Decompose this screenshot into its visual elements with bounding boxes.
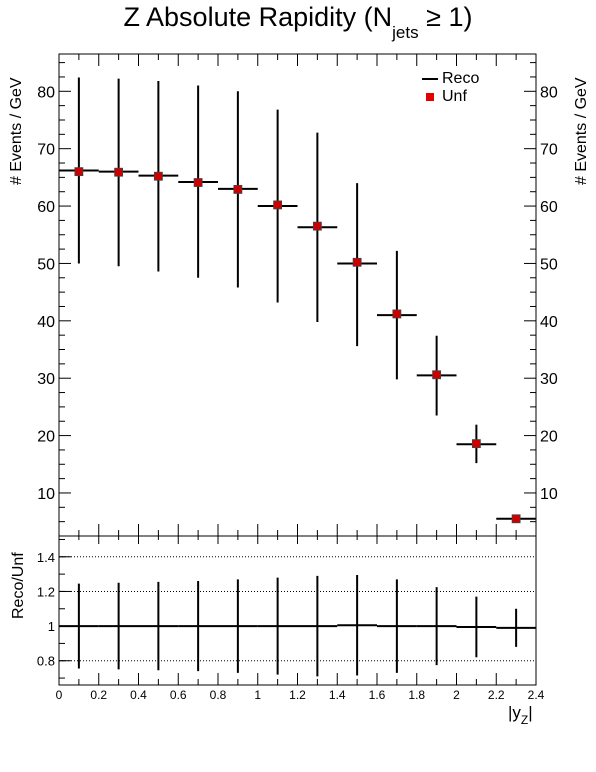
x-axis-label-tail: |	[528, 703, 533, 722]
ratio-ytick-label-1: 1	[48, 619, 55, 634]
main-ytick-label-right-3: 40	[540, 314, 558, 331]
main-ytick-label-right-2: 30	[540, 371, 558, 388]
main-ytick-label-right-1: 20	[540, 429, 558, 446]
ratio-xtick-label-7: 1.4	[329, 688, 346, 702]
title-main: Z Absolute Rapidity (N	[123, 2, 393, 32]
legend-entry-unf: Unf	[418, 88, 479, 106]
title-tail: ≥ 1)	[418, 2, 473, 32]
unf-marker-2	[153, 171, 163, 181]
x-axis-label-subscript: Z	[520, 713, 529, 727]
legend-reco-line-icon	[422, 78, 438, 80]
ratio-xtick-label-12: 2.4	[528, 688, 545, 702]
ratio-plot-frame	[58, 535, 537, 686]
main-ytick-label-left-0: 10	[37, 486, 55, 503]
unf-marker-5	[273, 200, 283, 210]
ratio-xtick-label-4: 0.8	[210, 688, 227, 702]
legend-reco-label: Reco	[442, 70, 480, 87]
legend-unf-label: Unf	[442, 88, 467, 105]
unf-marker-10	[471, 439, 481, 449]
unf-marker-1	[114, 167, 124, 177]
ratio-xtick-label-3: 0.6	[170, 688, 187, 702]
main-ytick-label-right-7: 80	[540, 84, 558, 101]
x-axis-label-main: |y	[508, 703, 521, 722]
ratio-xtick-label-0: 0	[56, 688, 63, 702]
main-ytick-label-left-3: 40	[37, 314, 55, 331]
main-ytick-label-left-2: 30	[37, 371, 55, 388]
main-ytick-label-right-0: 10	[540, 486, 558, 503]
main-ytick-label-left-5: 60	[37, 199, 55, 216]
main-plot-frame	[58, 53, 537, 537]
main-ytick-label-left-1: 20	[37, 429, 55, 446]
unf-marker-11	[511, 514, 521, 524]
chart-title: Z Absolute Rapidity (Njets ≥ 1)	[0, 2, 596, 42]
ratio-xtick-label-6: 1.2	[289, 688, 306, 702]
ratio-ytick-label-2: 1.2	[37, 584, 55, 599]
unf-marker-0	[74, 167, 84, 177]
main-ytick-label-left-7: 80	[37, 84, 55, 101]
legend-entry-reco: Reco	[418, 70, 479, 88]
ratio-xtick-label-2: 0.4	[130, 688, 147, 702]
ratio-xtick-label-11: 2.2	[488, 688, 505, 702]
unf-marker-9	[432, 370, 442, 380]
unf-marker-4	[233, 185, 243, 194]
title-subscript: jets	[392, 23, 419, 42]
main-ytick-label-right-6: 70	[540, 142, 558, 159]
ratio-xtick-label-5: 1	[254, 688, 261, 702]
unf-marker-6	[312, 221, 322, 231]
ratio-xtick-label-10: 2	[453, 688, 460, 702]
ratio-ytick-label-0: 0.8	[37, 654, 55, 669]
ratio-xtick-label-1: 0.2	[90, 688, 107, 702]
ratio-xtick-label-8: 1.6	[369, 688, 386, 702]
main-ytick-label-left-4: 50	[37, 256, 55, 273]
unf-marker-8	[392, 309, 402, 319]
legend-unf-marker-icon	[426, 93, 434, 101]
ratio-ytick-label-3: 1.4	[37, 550, 55, 565]
main-ytick-label-right-4: 50	[540, 256, 558, 273]
ratio-xtick-label-9: 1.8	[408, 688, 425, 702]
legend: Reco Unf	[418, 70, 479, 106]
x-axis-label: |yZ|	[508, 703, 533, 727]
unf-marker-7	[352, 257, 362, 267]
main-ytick-label-left-6: 70	[37, 142, 55, 159]
unf-marker-3	[193, 178, 203, 187]
main-ytick-label-right-5: 60	[540, 199, 558, 216]
